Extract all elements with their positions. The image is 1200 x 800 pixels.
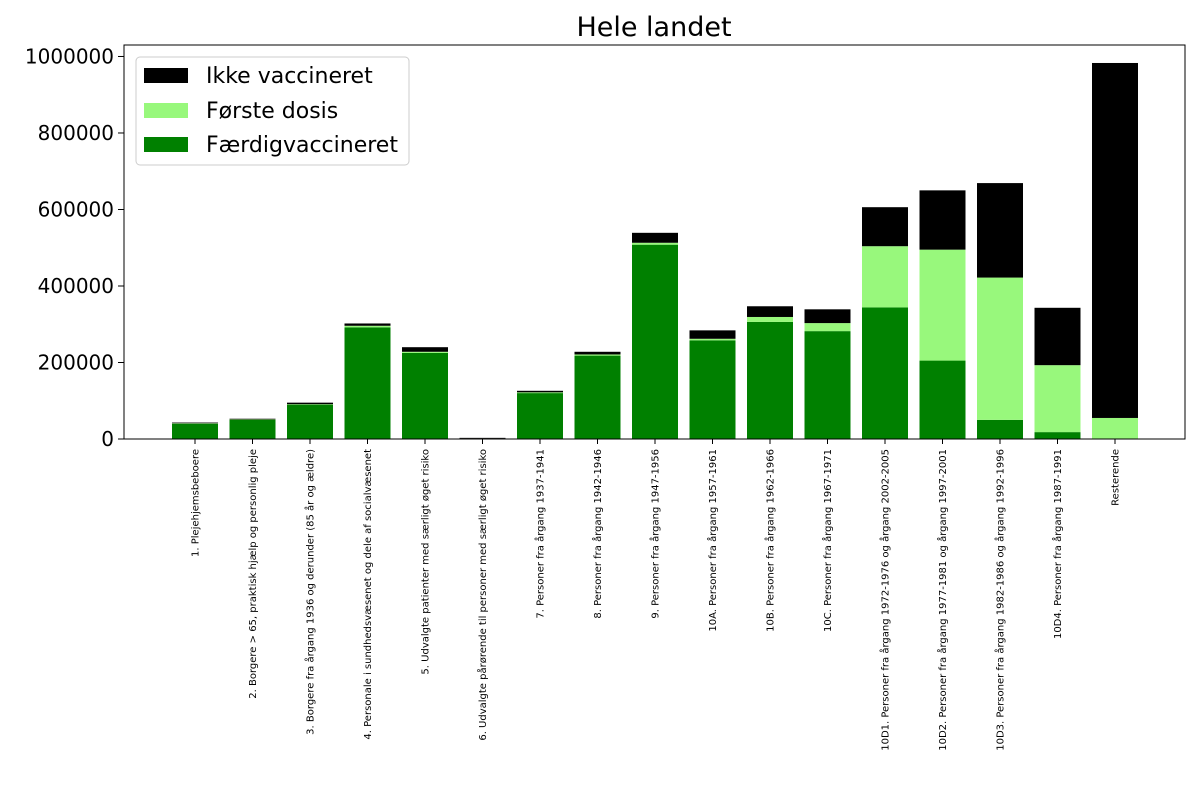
bar-f-rste-dosis-6 bbox=[517, 392, 563, 394]
y-tick-label: 1000000 bbox=[25, 44, 114, 68]
x-tick-label: 8. Personer fra årgang 1942-1946 bbox=[591, 449, 604, 619]
bar-f-rdigvaccineret-14 bbox=[977, 419, 1023, 439]
bar-ikke-vaccineret-5 bbox=[459, 437, 506, 439]
bar-ikke-vaccineret-11 bbox=[804, 309, 851, 324]
bar-ikke-vaccineret-7 bbox=[574, 351, 621, 355]
bar-f-rste-dosis-7 bbox=[574, 354, 621, 356]
bar-f-rdigvaccineret-1 bbox=[229, 419, 276, 439]
legend-label-f-rste-dosis: Første dosis bbox=[206, 99, 338, 124]
legend: Ikke vaccineret Første dosis Færdigvaccine… bbox=[135, 56, 410, 166]
x-tick-label: 10D3. Personer fra årgang 1982-1986 og å… bbox=[994, 449, 1007, 751]
bar-f-rste-dosis-13 bbox=[919, 249, 966, 361]
bar-f-rdigvaccineret-6 bbox=[517, 393, 563, 439]
x-tick-label: 5. Udvalgte patienter med særligt øget r… bbox=[421, 449, 432, 675]
bar-f-rste-dosis-9 bbox=[689, 338, 736, 341]
bar-ikke-vaccineret-6 bbox=[517, 390, 563, 393]
y-axis: 0 200000 400000 600000 800000 1000000 bbox=[25, 44, 124, 451]
x-tick-label: 3. Borgere fra årgang 1936 og derunder (… bbox=[304, 449, 317, 735]
x-tick-label: 4. Personale i sundhedsvæsenet og dele a… bbox=[363, 449, 374, 740]
bar-f-rdigvaccineret-0 bbox=[172, 423, 218, 439]
bar-f-rdigvaccineret-11 bbox=[804, 331, 851, 439]
bar-ikke-vaccineret-3 bbox=[344, 323, 391, 326]
bar-f-rste-dosis-0 bbox=[172, 423, 218, 424]
bar-ikke-vaccineret-12 bbox=[862, 207, 908, 247]
bar-f-rdigvaccineret-3 bbox=[344, 327, 391, 439]
x-tick-label: 10D1. Personer fra årgang 1972-1976 og å… bbox=[879, 449, 892, 751]
x-tick-label: 10B. Personer fra årgang 1962-1966 bbox=[764, 449, 777, 632]
bar-ikke-vaccineret-9 bbox=[689, 330, 736, 339]
y-tick-label: 200000 bbox=[38, 350, 114, 374]
bar-ikke-vaccineret-10 bbox=[747, 306, 793, 317]
bar-f-rdigvaccineret-12 bbox=[862, 307, 908, 439]
legend-label-f-rdigvaccineret: Færdigvaccineret bbox=[206, 133, 398, 158]
bar-ikke-vaccineret-0 bbox=[172, 422, 218, 424]
x-tick-label: 6. Udvalgte pårørende til personer med s… bbox=[476, 449, 489, 741]
bar-f-rdigvaccineret-8 bbox=[632, 244, 678, 439]
bar-f-rste-dosis-14 bbox=[977, 277, 1023, 420]
x-axis: 1. Plejehjemsbeboere 2. Borgere > 65, pra… bbox=[191, 439, 1122, 751]
bar-f-rste-dosis-1 bbox=[229, 419, 276, 420]
x-tick-label: 10D4. Personer fra årgang 1987-1991 bbox=[1051, 449, 1064, 639]
bar-f-rdigvaccineret-15 bbox=[1034, 432, 1081, 439]
bar-f-rste-dosis-16 bbox=[1092, 417, 1138, 439]
bar-f-rste-dosis-10 bbox=[747, 316, 793, 322]
legend-swatch-ikke-vaccineret bbox=[144, 68, 188, 83]
plot-frame bbox=[123, 44, 1186, 440]
x-tick-label: 2. Borgere > 65, praktisk hjælp og perso… bbox=[248, 449, 259, 699]
bar-ikke-vaccineret-2 bbox=[287, 402, 333, 405]
y-tick-label: 800000 bbox=[38, 121, 114, 145]
x-tick-label: 9. Personer fra årgang 1947-1956 bbox=[649, 449, 662, 619]
bar-f-rdigvaccineret-13 bbox=[919, 360, 966, 439]
legend-swatch-f-rdigvaccineret bbox=[144, 137, 188, 152]
bar-f-rste-dosis-15 bbox=[1034, 365, 1081, 433]
bars-layer bbox=[172, 62, 1138, 440]
bar-f-rste-dosis-2 bbox=[287, 404, 333, 405]
bar-f-rste-dosis-11 bbox=[804, 323, 851, 332]
legend-swatch-f-rste-dosis bbox=[144, 103, 188, 118]
chart-title: Hele landet bbox=[576, 12, 731, 43]
legend-box bbox=[135, 56, 410, 166]
bar-f-rdigvaccineret-10 bbox=[747, 321, 793, 439]
bar-ikke-vaccineret-1 bbox=[229, 418, 276, 420]
x-tick-label: Resterende bbox=[1111, 449, 1122, 506]
bar-f-rdigvaccineret-4 bbox=[402, 352, 448, 439]
x-tick-label: 10D2. Personer fra årgang 1977-1981 og å… bbox=[936, 449, 949, 751]
bar-f-rste-dosis-4 bbox=[402, 351, 448, 353]
x-tick-label: 10C. Personer fra årgang 1967-1971 bbox=[821, 449, 834, 632]
bar-ikke-vaccineret-8 bbox=[632, 232, 678, 243]
bar-ikke-vaccineret-4 bbox=[402, 347, 448, 352]
y-tick-label: 600000 bbox=[38, 197, 114, 221]
x-tick-label: 7. Personer fra årgang 1937-1941 bbox=[534, 449, 547, 619]
bar-ikke-vaccineret-13 bbox=[919, 190, 966, 250]
x-tick-label: 10A. Personer fra årgang 1957-1961 bbox=[706, 449, 719, 632]
bar-f-rste-dosis-3 bbox=[344, 325, 391, 328]
bar-f-rste-dosis-12 bbox=[862, 246, 908, 308]
bar-ikke-vaccineret-14 bbox=[977, 183, 1023, 278]
bar-f-rste-dosis-8 bbox=[632, 242, 678, 245]
y-tick-label: 0 bbox=[101, 427, 114, 451]
bar-ikke-vaccineret-16 bbox=[1092, 62, 1138, 418]
bar-f-rdigvaccineret-9 bbox=[689, 340, 736, 439]
bar-f-rdigvaccineret-7 bbox=[574, 355, 621, 439]
bar-f-rdigvaccineret-2 bbox=[287, 404, 333, 439]
bar-ikke-vaccineret-15 bbox=[1034, 307, 1081, 366]
y-tick-label: 400000 bbox=[38, 274, 114, 298]
legend-label-ikke-vaccineret: Ikke vaccineret bbox=[206, 64, 373, 89]
x-tick-label: 1. Plejehjemsbeboere bbox=[191, 449, 202, 557]
